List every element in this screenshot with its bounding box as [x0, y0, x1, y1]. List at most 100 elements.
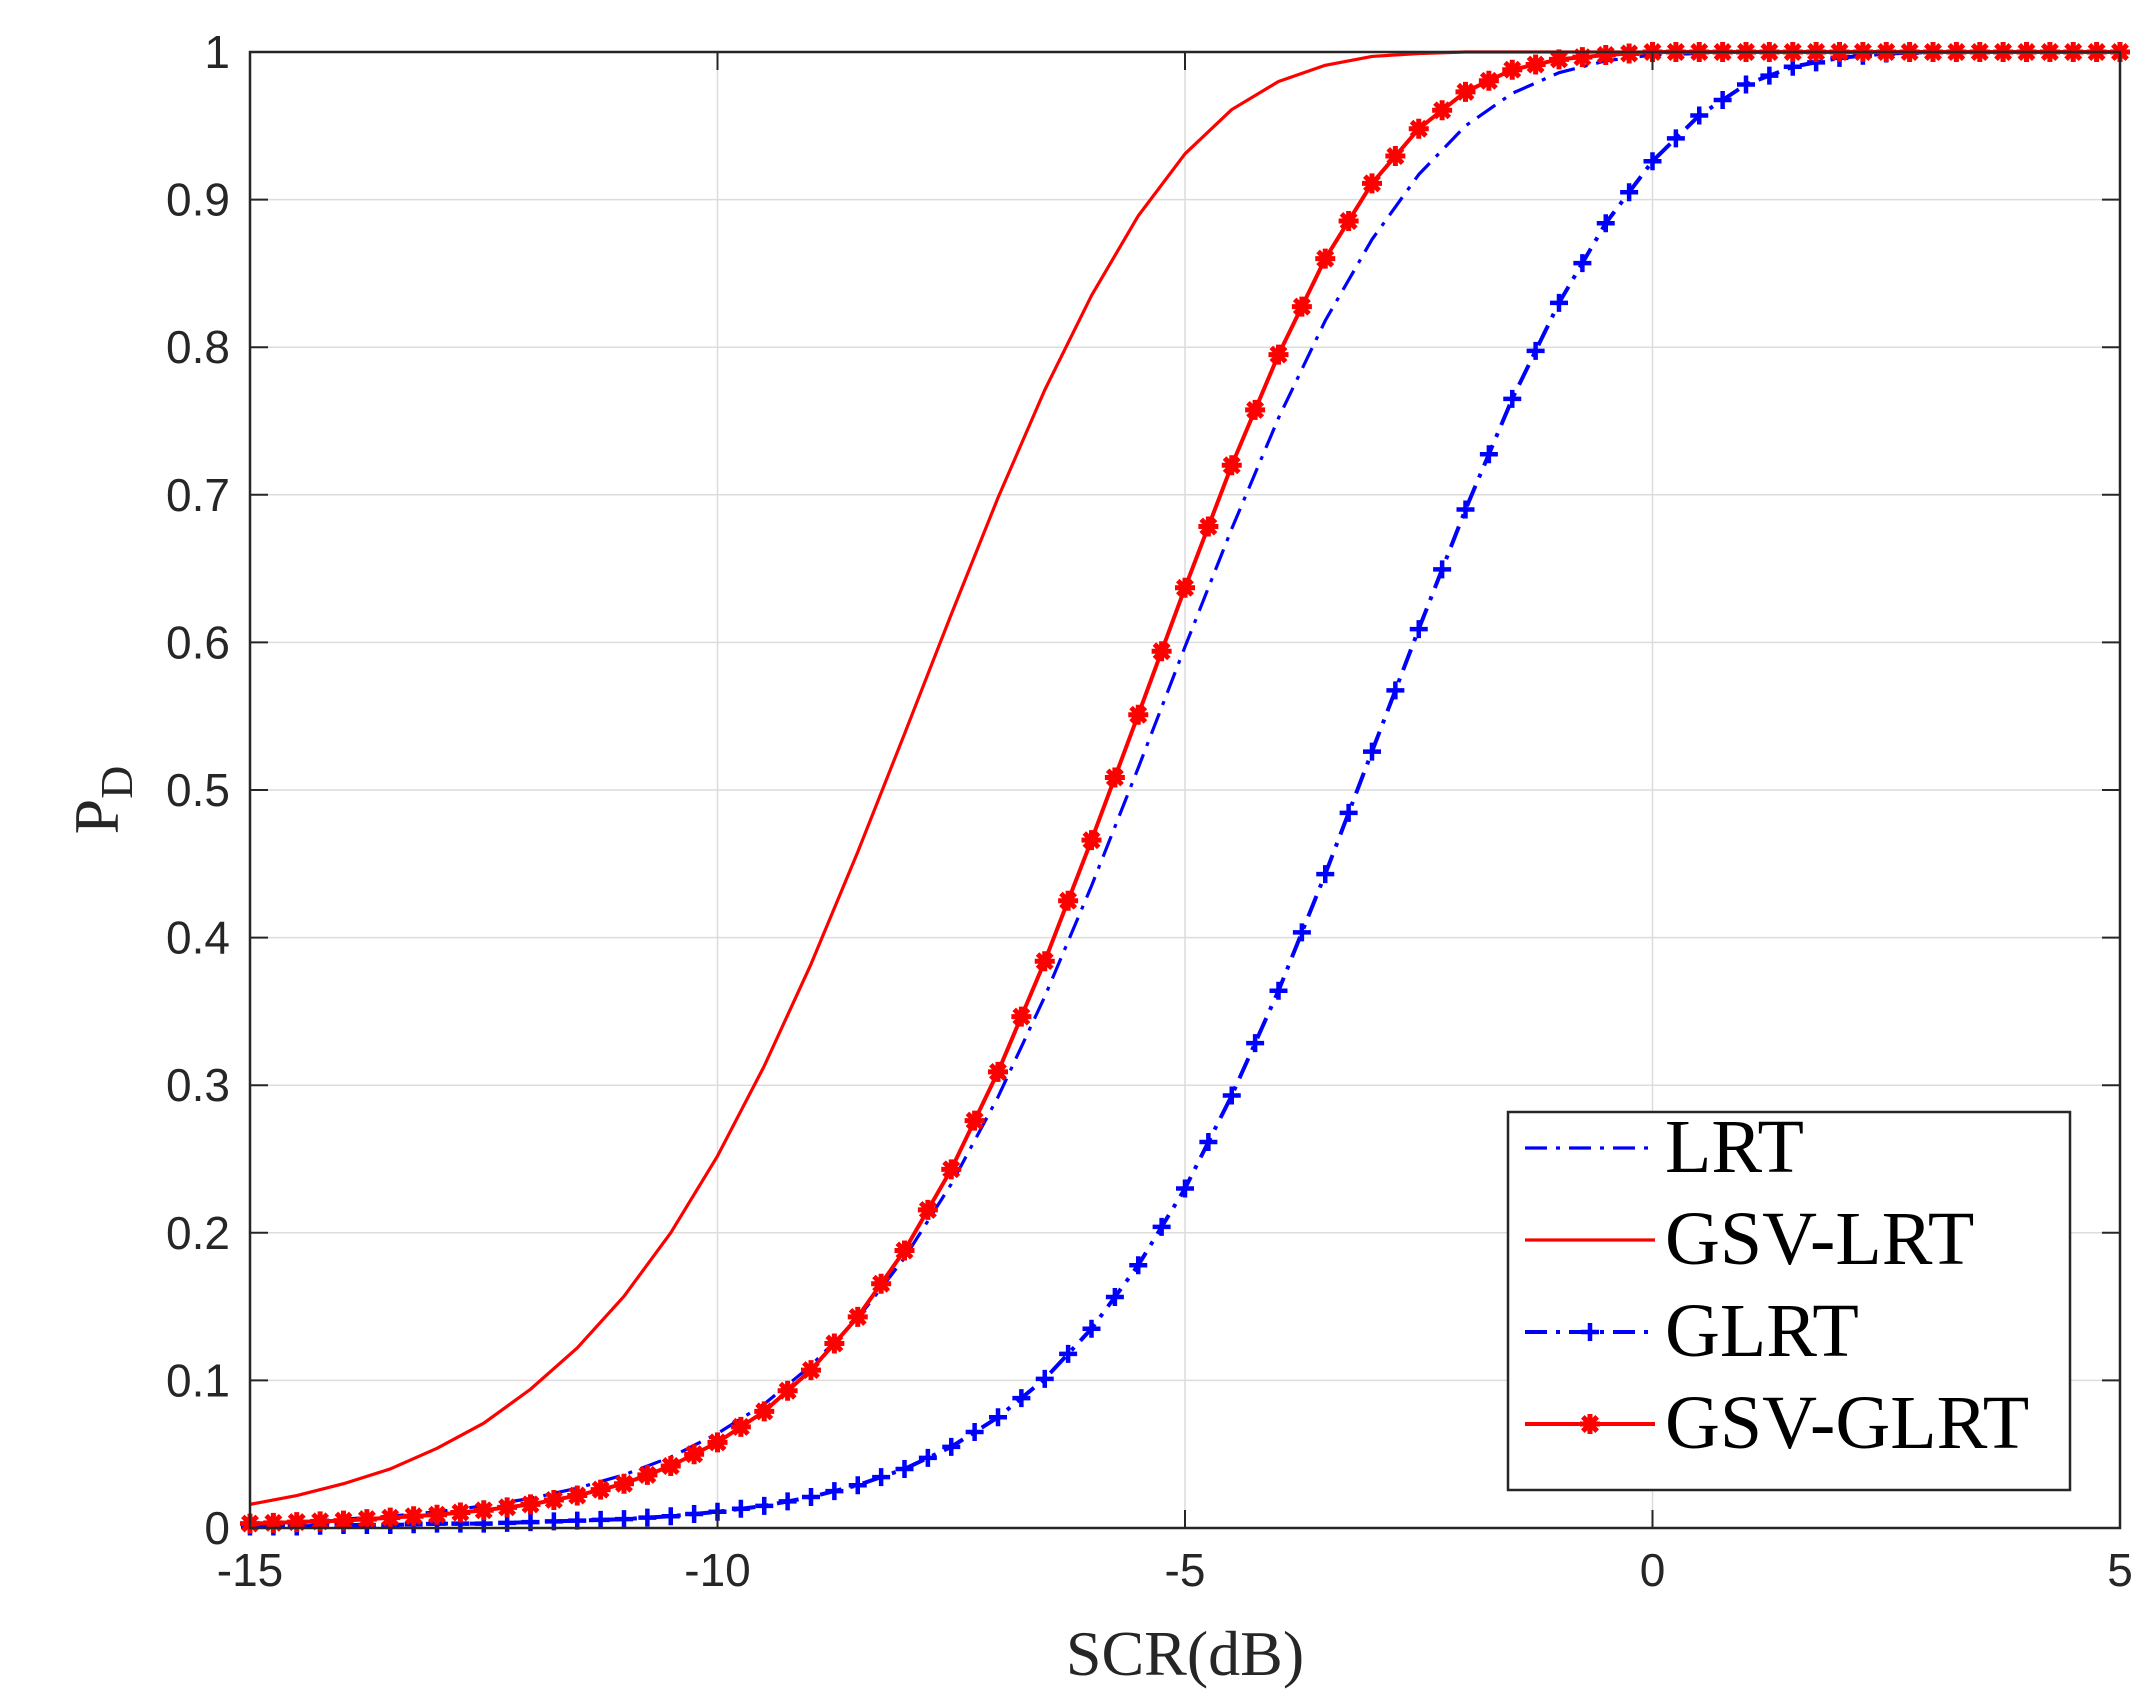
- glrt-marker: [638, 1508, 657, 1527]
- gsv-glrt-marker: [1525, 54, 1546, 75]
- y-tick-label: 0.4: [166, 912, 230, 964]
- gsv-glrt-marker: [1245, 399, 1266, 420]
- y-tick-label: 1: [204, 26, 230, 78]
- gsv-glrt-marker: [801, 1360, 821, 1381]
- series-lrt: [249, 50, 2120, 1526]
- glrt-marker: [1199, 1133, 1218, 1152]
- glrt-marker: [1105, 1288, 1124, 1307]
- glrt-marker: [918, 1448, 937, 1467]
- gsv-glrt-marker: [1455, 81, 1476, 102]
- gsv-glrt-marker: [567, 1485, 588, 1506]
- glrt-marker: [1059, 1344, 1078, 1363]
- gsv-glrt-marker: [1478, 70, 1499, 91]
- y-tick-label: 0.2: [166, 1207, 230, 1259]
- glrt-marker: [1737, 75, 1755, 94]
- gsv-glrt-marker: [777, 1380, 798, 1401]
- glrt-marker: [1222, 1086, 1241, 1105]
- gsv-glrt-marker: [333, 1510, 354, 1531]
- gsv-glrt-marker: [380, 1507, 401, 1528]
- glrt-marker: [965, 1423, 984, 1442]
- y-axis-title-main: P: [61, 799, 132, 835]
- gsv-glrt-marker: [590, 1479, 611, 1500]
- y-axis-title: PD: [61, 766, 142, 835]
- gsv-glrt-marker: [1291, 296, 1312, 317]
- gsv-glrt-marker: [1151, 641, 1172, 662]
- glrt-marker: [1012, 1389, 1031, 1408]
- glrt-marker: [1620, 183, 1639, 202]
- x-tick-label: 0: [1640, 1544, 1666, 1596]
- glrt-marker: [591, 1510, 610, 1529]
- glrt-marker: [1316, 865, 1335, 884]
- glrt-marker: [615, 1510, 633, 1529]
- gsv-glrt-marker: [964, 1110, 985, 1131]
- gsv-glrt-marker: [941, 1159, 962, 1180]
- glrt-marker: [1643, 152, 1662, 171]
- glrt-marker: [1035, 1369, 1054, 1388]
- glrt-marker: [731, 1499, 750, 1518]
- gsv-glrt-marker: [1338, 211, 1359, 232]
- gsv-glrt-marker: [1385, 146, 1406, 167]
- glrt-marker: [1152, 1217, 1171, 1236]
- gsv-glrt-marker: [637, 1464, 658, 1485]
- gsv-glrt-marker: [310, 1511, 331, 1532]
- glrt-marker: [989, 1408, 1007, 1427]
- legend-label-lrt: LRT: [1665, 1105, 1804, 1189]
- y-tick-label: 0.1: [166, 1354, 230, 1406]
- glrt-marker: [1269, 981, 1288, 1000]
- gsv-glrt-marker: [286, 1512, 307, 1533]
- y-tick-label: 0.9: [166, 174, 230, 226]
- x-tick-label: -5: [1165, 1544, 1206, 1596]
- gsv-glrt-marker: [427, 1504, 447, 1525]
- gsv-glrt-marker: [917, 1199, 938, 1220]
- gsv-glrt-marker: [473, 1500, 494, 1521]
- glrt-marker: [1479, 445, 1498, 464]
- y-axis-title-subscript: D: [91, 766, 142, 799]
- gsv-glrt-marker: [1580, 1414, 1600, 1434]
- glrt-marker: [872, 1468, 891, 1487]
- glrt-marker: [942, 1437, 961, 1456]
- glrt-marker: [1082, 1319, 1101, 1338]
- gsv-glrt-marker: [1549, 49, 1569, 70]
- y-tick-label: 0.5: [166, 764, 230, 816]
- glrt-marker: [1129, 1256, 1148, 1275]
- gsv-glrt-marker: [1198, 516, 1219, 537]
- x-tick-label: -15: [217, 1544, 283, 1596]
- glrt-marker: [1596, 214, 1615, 233]
- y-axis-ticks: 0 0.1 0.2 0.3 0.4 0.5 0.6 0.7 0.8 0.9 1: [166, 26, 2120, 1554]
- glrt-marker: [1503, 389, 1522, 408]
- gsv-glrt-marker: [660, 1456, 681, 1477]
- glrt-marker: [685, 1504, 704, 1523]
- glrt-marker: [1456, 500, 1475, 519]
- glrt-marker: [848, 1476, 867, 1495]
- glrt-marker: [1246, 1034, 1265, 1053]
- glrt-marker: [1292, 923, 1311, 942]
- y-tick-label: 0.3: [166, 1059, 230, 1111]
- gsv-glrt-marker: [356, 1509, 377, 1530]
- gsv-glrt-marker: [847, 1306, 868, 1327]
- glrt-marker: [1760, 66, 1779, 85]
- glrt-marker: [895, 1459, 914, 1478]
- glrt-marker: [1409, 620, 1428, 639]
- gsv-glrt-marker: [403, 1506, 424, 1527]
- glrt-marker: [1690, 106, 1709, 125]
- gsv-glrt-marker: [1268, 344, 1289, 365]
- legend-label-glrt: GLRT: [1665, 1289, 1859, 1373]
- gsv-glrt-marker: [1432, 100, 1453, 121]
- x-axis-ticks: -15 -10 -5 0 5: [217, 52, 2133, 1596]
- gsv-glrt-marker: [1034, 951, 1055, 972]
- svg-text:PD: PD: [61, 766, 142, 835]
- legend-label-gsv-lrt: GSV-LRT: [1665, 1197, 1974, 1281]
- y-tick-label: 0.6: [166, 616, 230, 668]
- gsv-glrt-marker: [450, 1502, 471, 1523]
- glrt-marker: [778, 1492, 797, 1511]
- y-tick-label: 0.7: [166, 469, 230, 521]
- glrt-marker: [1176, 1179, 1194, 1198]
- glrt-marker: [1386, 681, 1405, 700]
- gsv-glrt-marker: [1315, 248, 1336, 269]
- gsv-glrt-marker: [684, 1444, 705, 1465]
- glrt-marker: [755, 1496, 774, 1515]
- x-axis-title: SCR(dB): [1066, 1618, 1304, 1689]
- gsv-glrt-marker: [894, 1240, 915, 1261]
